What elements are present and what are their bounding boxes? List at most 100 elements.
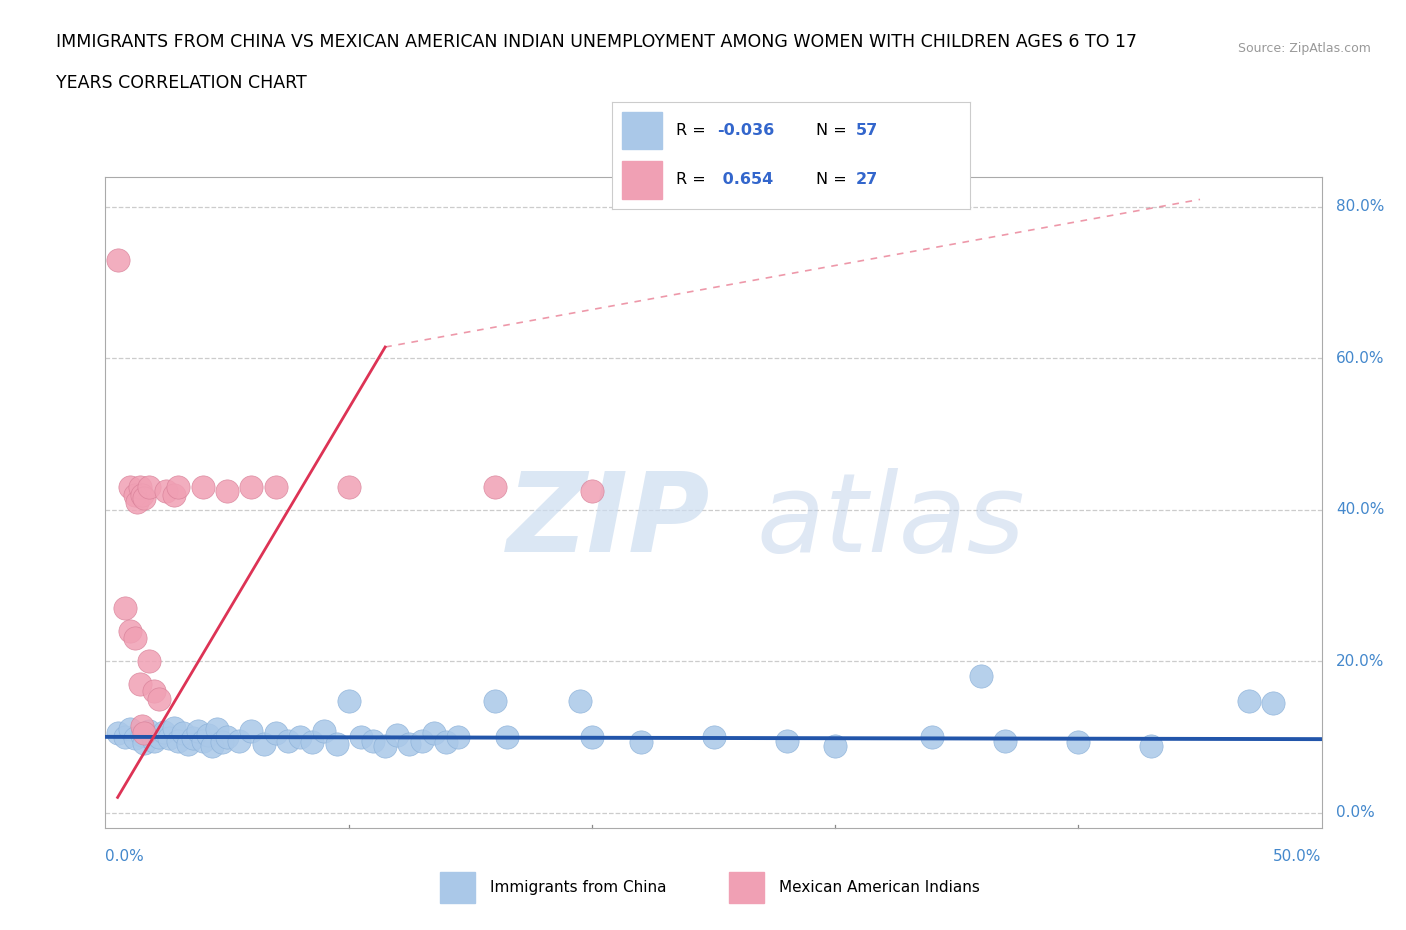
- Point: [337, 480, 360, 495]
- Text: 27: 27: [855, 172, 877, 187]
- Point: [177, 737, 200, 751]
- Point: [264, 725, 287, 740]
- Point: [207, 722, 229, 737]
- Point: [155, 484, 177, 498]
- Point: [228, 733, 250, 748]
- Point: [172, 725, 194, 740]
- Text: N =: N =: [815, 172, 852, 187]
- Point: [581, 729, 603, 744]
- Point: [167, 480, 190, 495]
- Point: [314, 724, 336, 738]
- Point: [197, 727, 219, 742]
- Point: [1140, 738, 1163, 753]
- Point: [181, 731, 204, 746]
- Point: [398, 737, 420, 751]
- Point: [157, 731, 180, 746]
- Point: [824, 738, 846, 753]
- Point: [134, 491, 156, 506]
- Point: [134, 725, 156, 740]
- Point: [994, 733, 1017, 748]
- Text: 50.0%: 50.0%: [1274, 849, 1322, 864]
- Point: [187, 724, 209, 738]
- Point: [775, 733, 797, 748]
- Point: [568, 693, 591, 708]
- Point: [264, 480, 287, 495]
- Text: IMMIGRANTS FROM CHINA VS MEXICAN AMERICAN INDIAN UNEMPLOYMENT AMONG WOMEN WITH C: IMMIGRANTS FROM CHINA VS MEXICAN AMERICA…: [56, 33, 1137, 50]
- Point: [138, 654, 160, 669]
- Point: [495, 729, 517, 744]
- Point: [1067, 735, 1090, 750]
- Bar: [623, 161, 662, 199]
- Point: [114, 601, 136, 616]
- Text: R =: R =: [676, 123, 711, 138]
- Point: [143, 684, 166, 698]
- Point: [581, 484, 603, 498]
- Point: [131, 727, 153, 742]
- Text: 80.0%: 80.0%: [1336, 199, 1385, 215]
- Point: [128, 480, 150, 495]
- Point: [240, 724, 263, 738]
- Text: atlas: atlas: [756, 468, 1025, 576]
- Text: R =: R =: [676, 172, 711, 187]
- Point: [138, 724, 160, 738]
- Point: [325, 737, 347, 751]
- Point: [107, 725, 129, 740]
- Text: 40.0%: 40.0%: [1336, 502, 1385, 517]
- Text: N =: N =: [815, 123, 852, 138]
- Point: [125, 495, 148, 510]
- Point: [484, 693, 506, 708]
- Point: [124, 487, 146, 502]
- Text: Mexican American Indians: Mexican American Indians: [779, 880, 980, 895]
- Point: [118, 480, 141, 495]
- Point: [240, 480, 263, 495]
- Point: [288, 729, 311, 744]
- Point: [167, 733, 190, 748]
- Point: [143, 733, 166, 748]
- Point: [131, 487, 153, 502]
- Point: [211, 735, 233, 750]
- Point: [374, 738, 396, 753]
- Point: [350, 729, 373, 744]
- Point: [124, 731, 146, 746]
- Point: [148, 729, 170, 744]
- Point: [361, 733, 384, 748]
- Point: [217, 729, 239, 744]
- Text: 0.0%: 0.0%: [1336, 805, 1375, 820]
- Point: [301, 735, 323, 750]
- Bar: [440, 871, 475, 903]
- Point: [337, 693, 360, 708]
- Point: [131, 718, 153, 733]
- Point: [1237, 693, 1260, 708]
- Bar: [623, 112, 662, 150]
- Point: [411, 733, 433, 748]
- Point: [970, 669, 993, 684]
- Point: [118, 722, 141, 737]
- Point: [191, 733, 214, 748]
- Point: [162, 721, 184, 736]
- Point: [118, 623, 141, 638]
- Point: [114, 729, 136, 744]
- Bar: [728, 871, 765, 903]
- Point: [387, 727, 409, 742]
- Text: -0.036: -0.036: [717, 123, 775, 138]
- Text: Source: ZipAtlas.com: Source: ZipAtlas.com: [1237, 42, 1371, 55]
- Point: [423, 725, 446, 740]
- Point: [124, 631, 146, 646]
- Point: [252, 737, 274, 751]
- Text: ZIP: ZIP: [506, 468, 710, 576]
- Text: 0.654: 0.654: [717, 172, 773, 187]
- Point: [191, 480, 214, 495]
- Point: [138, 480, 160, 495]
- Point: [148, 692, 170, 707]
- Point: [153, 724, 176, 739]
- Point: [107, 253, 129, 268]
- Point: [921, 729, 943, 744]
- Text: 60.0%: 60.0%: [1336, 351, 1385, 365]
- Text: 20.0%: 20.0%: [1336, 654, 1385, 669]
- Text: 57: 57: [855, 123, 877, 138]
- Point: [434, 735, 457, 750]
- Point: [128, 676, 150, 691]
- Point: [447, 729, 470, 744]
- Text: YEARS CORRELATION CHART: YEARS CORRELATION CHART: [56, 74, 307, 92]
- Point: [630, 735, 652, 750]
